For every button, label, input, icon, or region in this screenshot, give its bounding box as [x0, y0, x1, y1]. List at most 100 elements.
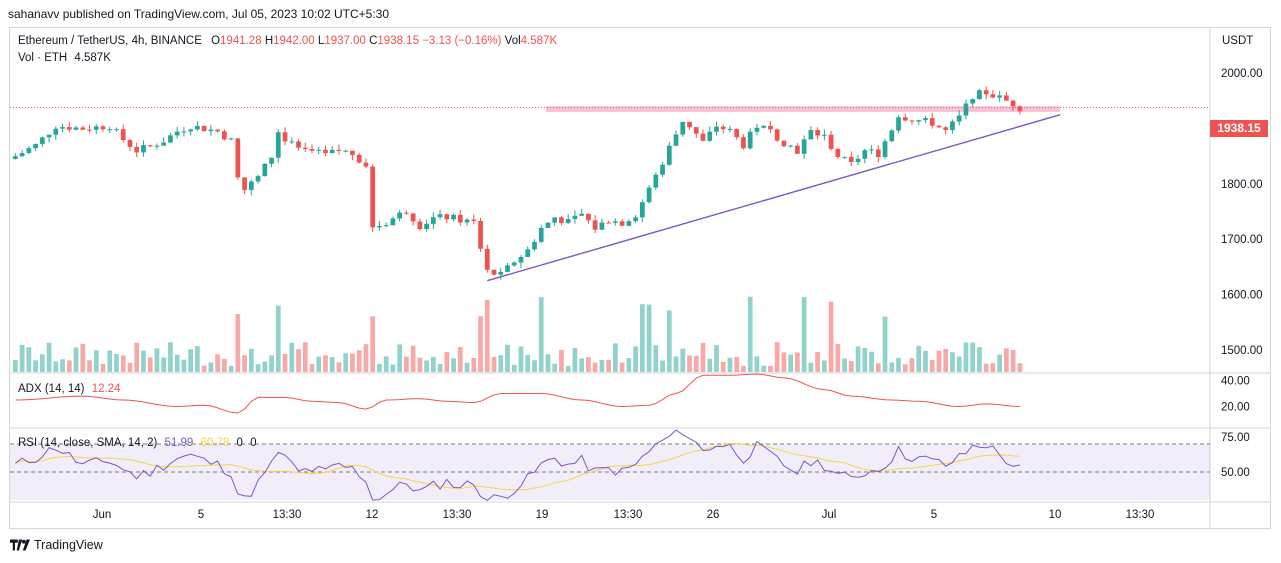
candle-body	[289, 141, 295, 143]
volume-bar	[93, 350, 99, 372]
volume-bar	[60, 359, 65, 372]
candle-body	[613, 221, 618, 223]
adx-label[interactable]: ADX (14, 14)	[18, 383, 85, 395]
candle-body	[235, 138, 241, 178]
volume-bar	[545, 354, 551, 372]
volume-series-label[interactable]: Vol · ETH	[18, 52, 68, 64]
candle-body	[673, 134, 679, 146]
candle-body	[147, 145, 153, 147]
candle-body	[633, 217, 638, 222]
candle-body	[478, 220, 483, 249]
ohlc-readout: O1941.28 H1942.00 L1937.00 C1938.15 −3.1…	[211, 35, 557, 47]
candle-body	[451, 214, 456, 220]
volume-bar	[586, 357, 591, 372]
volume-bar	[120, 355, 126, 372]
volume-bar	[168, 342, 173, 372]
candle-body	[788, 145, 794, 147]
volume-bar	[559, 349, 564, 372]
candle-body	[26, 148, 32, 153]
candle-body	[889, 130, 895, 142]
volume-bar	[565, 365, 571, 372]
candle-body	[532, 241, 537, 250]
volume-bar	[970, 342, 976, 372]
volume-bar	[195, 346, 200, 372]
time-tick-label: Jul	[822, 509, 837, 521]
last-price-badge: 1938.15	[1210, 120, 1268, 137]
volume-bar	[916, 345, 922, 372]
candle-body	[747, 131, 753, 149]
candle-body	[498, 271, 504, 275]
candle-body	[660, 164, 665, 175]
candle-body	[734, 129, 740, 138]
volume-bar	[983, 363, 989, 372]
candle-body	[956, 115, 962, 122]
adx-line	[15, 373, 1020, 414]
volume-bar	[795, 352, 800, 372]
high-label: H	[264, 35, 274, 47]
candle-body	[53, 128, 59, 135]
volume-bar	[1004, 348, 1009, 372]
candle-body	[848, 156, 854, 162]
volume-bar	[734, 356, 740, 372]
tradingview-logo-icon	[10, 539, 30, 551]
volume-bar	[666, 310, 672, 372]
candle-body	[963, 103, 969, 116]
candle-body	[774, 129, 780, 141]
volume-bar	[302, 342, 308, 372]
adx-tick-label: 40.00	[1221, 376, 1250, 388]
candle-body	[862, 150, 868, 159]
symbol-title[interactable]: Ethereum / TetherUS, 4h, BINANCE	[18, 35, 202, 47]
candle-body	[39, 137, 45, 144]
volume-bar	[869, 351, 874, 372]
candle-body	[896, 117, 901, 131]
volume-bar	[208, 362, 214, 372]
published-line: sahanavv published on TradingView.com, J…	[8, 7, 390, 21]
volume-bar	[518, 346, 524, 372]
volume-bar	[626, 358, 632, 372]
candle-body	[457, 214, 463, 223]
candle-body	[909, 120, 915, 122]
time-tick-label: 13:30	[443, 509, 472, 521]
volume-bar	[741, 365, 746, 372]
volume-bar	[700, 342, 706, 372]
candle-body	[275, 132, 281, 158]
candle-body	[727, 129, 733, 131]
volume-bar	[377, 363, 382, 372]
candle-body	[215, 129, 220, 132]
candle-body	[936, 125, 942, 128]
candle-body	[336, 149, 342, 151]
candle-body	[741, 137, 746, 149]
volume-bar	[774, 342, 780, 372]
candle-body	[444, 214, 450, 220]
volume-bar	[437, 363, 443, 372]
volume-bar	[147, 357, 153, 372]
rsi-label[interactable]: RSI (14, close, SMA, 14, 2)	[18, 437, 158, 449]
candle-body	[653, 174, 659, 188]
candle-body	[639, 202, 645, 218]
volume-bar	[714, 345, 719, 372]
candle-body	[107, 129, 113, 131]
candle-body	[269, 157, 274, 164]
candle-body	[505, 265, 510, 272]
candle-body	[619, 221, 625, 226]
rsi-extra-2: 0	[250, 437, 257, 449]
footer-brand[interactable]: TradingView	[10, 538, 103, 552]
time-tick-label: 5	[198, 509, 204, 521]
volume-bar	[997, 354, 1002, 372]
volume-bar	[188, 349, 194, 372]
candle-body	[707, 131, 713, 141]
volume-bar	[114, 354, 119, 372]
open-value: 1941.28	[220, 35, 262, 47]
candle-body	[309, 148, 315, 151]
volume-bar	[606, 359, 611, 372]
candle-body	[1017, 106, 1023, 112]
volume-bar	[215, 354, 220, 372]
candle-body	[869, 149, 874, 151]
candle-body	[902, 117, 908, 121]
volume-bar	[33, 360, 38, 372]
candle-body	[296, 141, 301, 148]
time-tick-label: 10	[1049, 509, 1062, 521]
candle-body	[592, 220, 598, 230]
candle-body	[93, 126, 99, 130]
